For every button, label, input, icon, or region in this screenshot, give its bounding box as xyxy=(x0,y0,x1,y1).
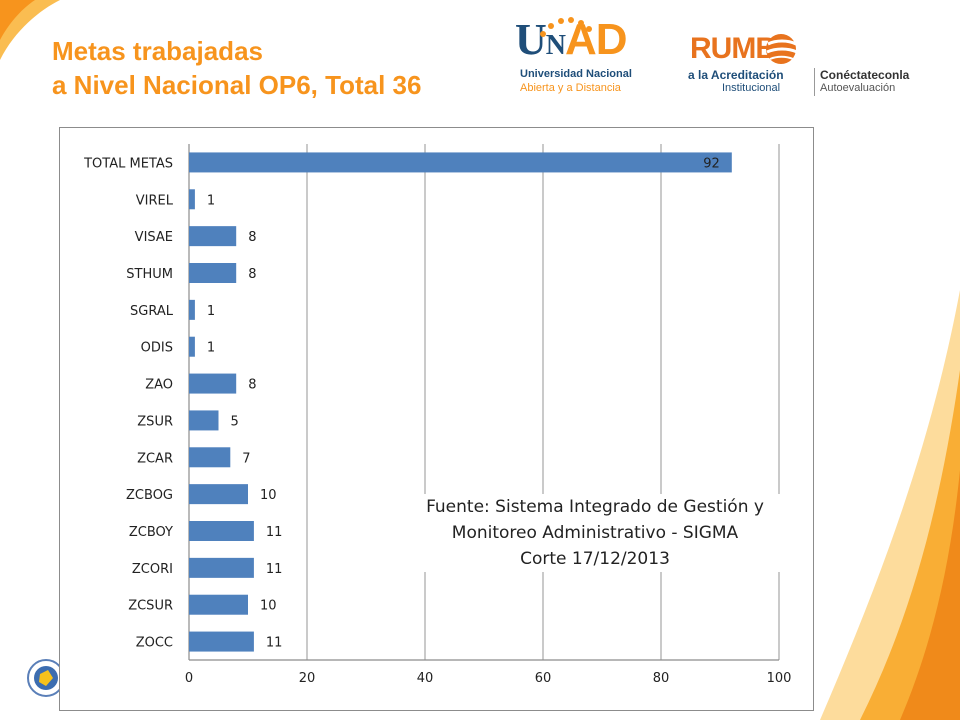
bar xyxy=(189,299,195,320)
data-label: 1 xyxy=(207,193,215,208)
category-label: ZAO xyxy=(145,378,173,393)
decorative-swoosh-top-left xyxy=(0,0,60,60)
bar xyxy=(189,410,219,431)
category-label: ZCAR xyxy=(137,451,173,466)
slide-title-line2: a Nivel Nacional OP6, Total 36 xyxy=(52,70,422,100)
unad-logo: UNAD Universidad Nacional Abierta y a Di… xyxy=(515,14,645,109)
category-label: ZCBOY xyxy=(129,525,173,540)
category-label: ZOCC xyxy=(136,636,173,651)
bar xyxy=(189,557,254,578)
x-tick-label: 60 xyxy=(535,671,552,686)
category-label: ZCBOG xyxy=(126,488,173,503)
category-label: VISAE xyxy=(135,230,173,245)
data-label: 11 xyxy=(266,525,283,540)
rumbo-logo-wordmark: RUMB xyxy=(690,32,777,65)
decorative-swoosh-right xyxy=(820,290,960,720)
bar xyxy=(189,226,237,247)
data-label: 11 xyxy=(266,636,283,651)
x-tick-label: 0 xyxy=(185,671,193,686)
rumbo-logo: RUMB a la Acreditación Institucional Con… xyxy=(688,30,928,100)
bar xyxy=(189,631,254,652)
bar xyxy=(189,152,732,173)
bar xyxy=(189,484,248,505)
bar xyxy=(189,263,237,283)
bar xyxy=(189,336,195,357)
colombia-seal-icon xyxy=(27,659,65,697)
bar xyxy=(189,521,254,541)
rumbo-logo-right-line2: Autoevaluación xyxy=(820,82,896,94)
category-label: STHUM xyxy=(126,267,173,282)
category-label: ZSUR xyxy=(137,414,173,429)
rumbo-logo-right-line1: Conéctateconla xyxy=(820,68,910,82)
category-label: SGRAL xyxy=(130,304,174,319)
data-label: 5 xyxy=(231,414,239,429)
category-label: ZCSUR xyxy=(128,599,173,614)
data-label: 92 xyxy=(703,156,720,171)
slide-title-line1: Metas trabajadas xyxy=(52,36,263,66)
bar xyxy=(189,594,248,615)
data-label: 1 xyxy=(207,304,215,319)
unad-logo-line1: Universidad Nacional xyxy=(520,68,632,80)
source-note-line1: Fuente: Sistema Integrado de Gestión y xyxy=(426,497,764,517)
data-label: 10 xyxy=(260,599,277,614)
data-label: 10 xyxy=(260,488,277,503)
unad-logo-line2: Abierta y a Distancia xyxy=(520,82,621,94)
source-note-line3: Corte 17/12/2013 xyxy=(520,549,670,569)
globe-icon xyxy=(766,34,798,64)
category-label: ODIS xyxy=(141,341,173,356)
x-tick-label: 80 xyxy=(653,671,670,686)
x-tick-label: 100 xyxy=(767,671,792,686)
category-label: TOTAL METAS xyxy=(83,156,173,171)
category-label: ZCORI xyxy=(132,562,173,577)
data-label: 7 xyxy=(242,451,250,466)
rumbo-logo-line1: a la Acreditación xyxy=(688,68,784,82)
category-label: VIREL xyxy=(136,193,174,208)
unad-dots-icon xyxy=(540,17,592,37)
bar xyxy=(189,373,237,394)
data-label: 8 xyxy=(248,267,256,282)
data-label: 11 xyxy=(266,562,283,577)
data-label: 8 xyxy=(248,378,256,393)
bar xyxy=(189,189,195,210)
bar-chart-canvas: 0 20 40 60 80 100 TOTAL METAS 92 VIREL 1 VISAE 8 STH… xyxy=(83,144,792,686)
source-note: Fuente: Sistema Integrado de Gestión y M… xyxy=(390,494,800,572)
bar xyxy=(189,447,231,468)
data-label: 8 xyxy=(248,230,256,245)
slide-title: Metas trabajadas a Nivel Nacional OP6, T… xyxy=(52,34,421,102)
unad-logo-wordmark: UNAD xyxy=(515,15,628,64)
x-tick-label: 40 xyxy=(417,671,434,686)
rumbo-logo-line2: Institucional xyxy=(722,82,781,94)
bar-chart: 0 20 40 60 80 100 TOTAL METAS 92 VIREL 1 VISAE 8 STH… xyxy=(59,127,814,711)
source-note-line2: Monitoreo Administrativo - SIGMA xyxy=(451,523,739,543)
rumbo-logo-separator xyxy=(814,68,815,96)
data-label: 1 xyxy=(207,341,215,356)
x-tick-label: 20 xyxy=(299,671,316,686)
